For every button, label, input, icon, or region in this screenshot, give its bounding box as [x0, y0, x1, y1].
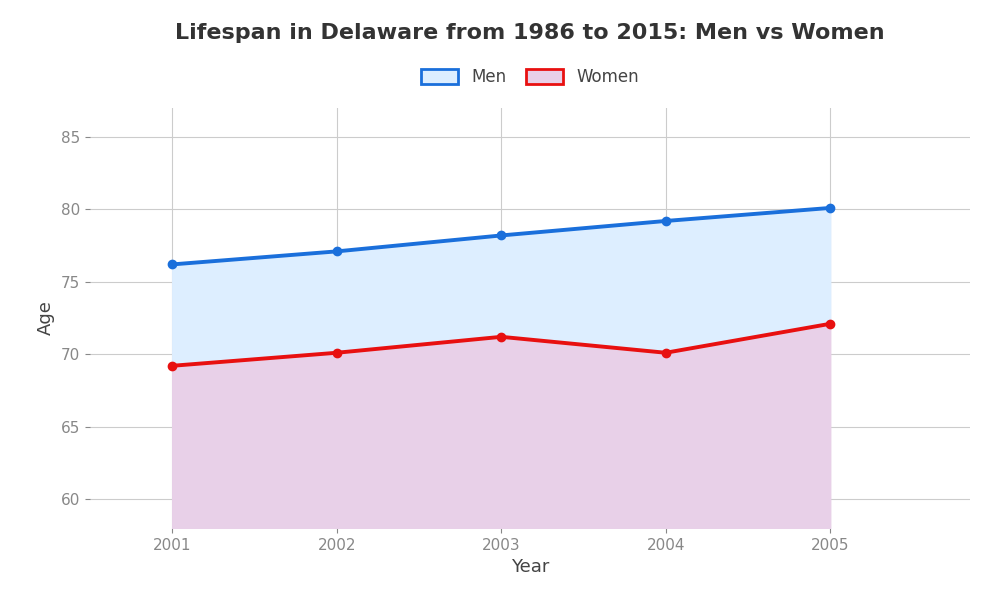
Line: Women: Women [168, 320, 834, 370]
Women [660, 349, 672, 356]
Women [166, 362, 178, 370]
Men [166, 261, 178, 268]
Line: Men: Men [168, 204, 834, 269]
Women [331, 349, 343, 356]
Title: Lifespan in Delaware from 1986 to 2015: Men vs Women: Lifespan in Delaware from 1986 to 2015: … [175, 23, 885, 43]
Legend: Men, Women: Men, Women [414, 62, 646, 93]
Men [331, 248, 343, 255]
Women [495, 333, 507, 340]
Women [824, 320, 836, 328]
X-axis label: Year: Year [511, 558, 549, 576]
Men [660, 217, 672, 224]
Men [824, 205, 836, 212]
Men [495, 232, 507, 239]
Y-axis label: Age: Age [37, 301, 55, 335]
